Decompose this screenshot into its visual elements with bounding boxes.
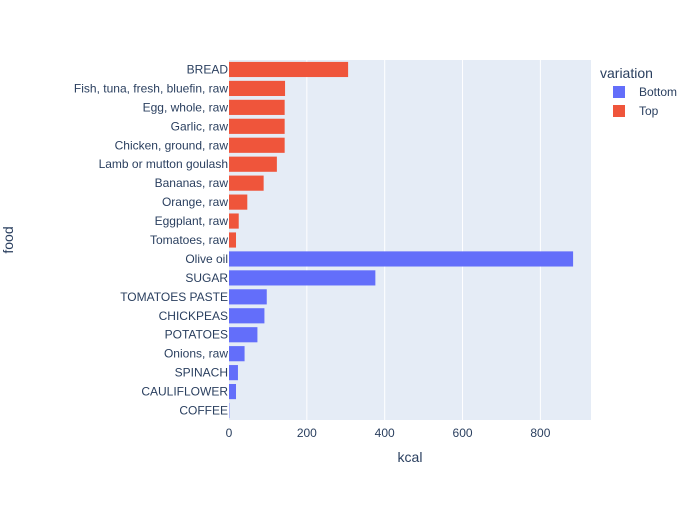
legend-item[interactable]: Top: [613, 104, 659, 118]
y-tick-label: Fish, tuna, fresh, bluefin, raw: [74, 81, 228, 95]
y-tick-label: BREAD: [187, 62, 229, 76]
y-tick-label: Garlic, raw: [171, 119, 229, 133]
bar[interactable]: [229, 119, 285, 134]
y-tick-label: SPINACH: [175, 366, 228, 380]
legend-title: variation: [600, 65, 653, 81]
bar[interactable]: [229, 308, 264, 323]
bar[interactable]: [229, 62, 348, 77]
y-tick-label: Lamb or mutton goulash: [99, 157, 228, 171]
y-tick-label: COFFEE: [179, 404, 228, 418]
bar[interactable]: [229, 213, 239, 228]
x-tick-label: 400: [375, 426, 395, 440]
bar[interactable]: [229, 289, 267, 304]
bar[interactable]: [229, 384, 236, 399]
x-tick-label: 800: [530, 426, 550, 440]
x-tick-label: 0: [226, 426, 233, 440]
bar[interactable]: [229, 176, 264, 191]
bar[interactable]: [229, 346, 245, 361]
y-tick-label: SUGAR: [185, 271, 228, 285]
bar[interactable]: [229, 195, 247, 210]
bar[interactable]: [229, 270, 375, 285]
y-tick-label: CAULIFLOWER: [141, 385, 228, 399]
y-tick-label: POTATOES: [165, 328, 228, 342]
y-tick-label: Onions, raw: [164, 347, 228, 361]
legend-swatch: [613, 105, 625, 117]
legend-label: Top: [639, 104, 659, 118]
y-tick-label: Tomatoes, raw: [150, 233, 228, 247]
bar[interactable]: [229, 365, 238, 380]
y-tick-label: Eggplant, raw: [155, 214, 229, 228]
bar[interactable]: [229, 232, 236, 247]
x-tick-label: 600: [453, 426, 473, 440]
legend-items[interactable]: Bottom Top: [613, 85, 677, 118]
y-axis-title: food: [0, 226, 16, 253]
bar[interactable]: [229, 327, 257, 342]
legend-item[interactable]: Bottom: [613, 85, 677, 99]
bar[interactable]: [229, 138, 285, 153]
y-tick-label: Olive oil: [185, 252, 228, 266]
bar[interactable]: [229, 157, 277, 172]
bar[interactable]: [229, 100, 285, 115]
y-tick-label: CHICKPEAS: [159, 309, 228, 323]
legend[interactable]: variation Bottom Top: [600, 65, 677, 118]
bar[interactable]: [229, 251, 573, 266]
y-tick-label: Bananas, raw: [155, 176, 229, 190]
legend-swatch: [613, 86, 625, 98]
y-tick-label: TOMATOES PASTE: [120, 290, 228, 304]
y-tick-label: Egg, whole, raw: [143, 100, 229, 114]
legend-label: Bottom: [639, 85, 677, 99]
x-axis-title: kcal: [398, 449, 423, 465]
x-tick-labels: 0 200 400 600 800: [226, 426, 551, 440]
y-tick-labels: BREAD Fish, tuna, fresh, bluefin, raw Egg,…: [74, 62, 228, 417]
y-tick-label: Chicken, ground, raw: [115, 138, 229, 152]
bar[interactable]: [229, 81, 285, 96]
x-tick-label: 200: [297, 426, 317, 440]
y-tick-label: Orange, raw: [162, 195, 228, 209]
